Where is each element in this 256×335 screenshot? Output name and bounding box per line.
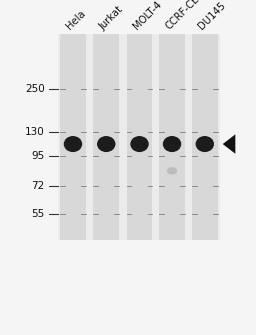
Text: 130: 130 <box>25 127 45 137</box>
Ellipse shape <box>130 136 149 152</box>
Bar <box>127 34 152 240</box>
Ellipse shape <box>196 136 214 152</box>
Ellipse shape <box>163 136 181 152</box>
Text: 95: 95 <box>31 151 45 161</box>
Text: CCRF-CEM: CCRF-CEM <box>164 0 207 32</box>
Text: DU145: DU145 <box>196 1 228 32</box>
Ellipse shape <box>167 167 177 175</box>
Bar <box>192 34 218 240</box>
Bar <box>60 34 86 240</box>
Ellipse shape <box>64 136 82 152</box>
Text: Jurkat: Jurkat <box>98 4 125 32</box>
Polygon shape <box>223 134 235 154</box>
Bar <box>58 34 220 240</box>
Bar <box>93 34 119 240</box>
Text: MOLT-4: MOLT-4 <box>131 0 163 32</box>
Ellipse shape <box>97 136 115 152</box>
Text: 72: 72 <box>31 181 45 191</box>
Text: 55: 55 <box>31 209 45 219</box>
Bar <box>159 34 185 240</box>
Text: 250: 250 <box>25 84 45 94</box>
Text: Hela: Hela <box>65 9 88 32</box>
